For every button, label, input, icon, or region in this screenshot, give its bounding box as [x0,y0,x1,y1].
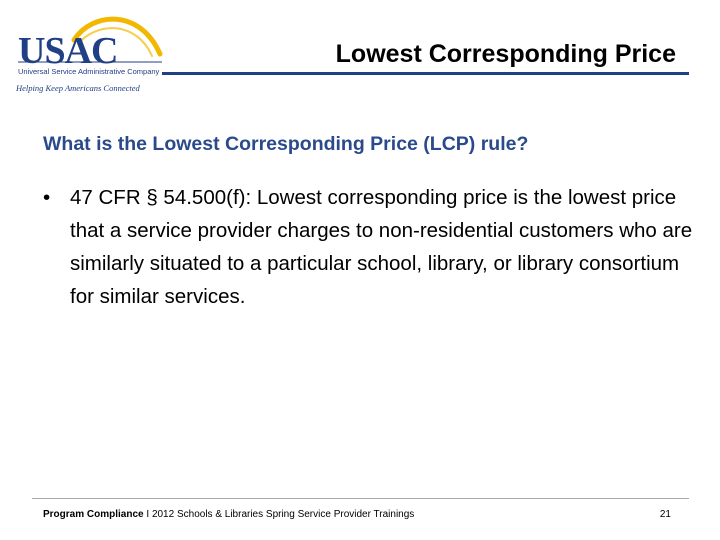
title-underline [162,72,689,75]
footer-divider [32,498,689,499]
logo-arc-graphic [18,16,163,63]
bullet-list: • 47 CFR § 54.500(f): Lowest correspondi… [43,181,693,313]
logo-subtitle: Universal Service Administrative Company [18,67,160,76]
footer-section: Program Compliance [43,509,144,520]
bullet-marker: • [43,186,51,209]
footer-event: 2012 Schools & Libraries Spring Service … [151,509,415,520]
footer-separator: I [146,509,150,520]
logo-wordmark: USAC [18,30,118,72]
page-number: 21 [659,509,671,520]
bullet-item: • 47 CFR § 54.500(f): Lowest correspondi… [43,181,693,313]
logo-tagline: Helping Keep Americans Connected [16,83,140,93]
usac-logo: USAC Universal Service Administrative Co… [12,10,172,93]
section-subheading: What is the Lowest Corresponding Price (… [43,133,529,155]
footer-text: Program Compliance I 2012 Schools & Libr… [43,509,414,520]
slide-title: Lowest Corresponding Price [335,40,676,68]
bullet-text: 47 CFR § 54.500(f): Lowest corresponding… [70,186,693,308]
